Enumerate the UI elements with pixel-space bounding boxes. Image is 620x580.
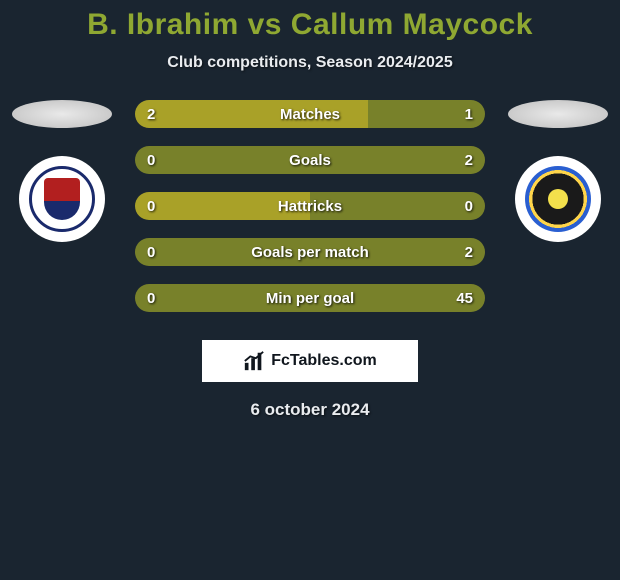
stat-right-value: 0 xyxy=(465,198,473,215)
club-badge-right-ball-icon xyxy=(548,189,568,209)
date: 6 october 2024 xyxy=(0,400,620,420)
stat-right-value: 2 xyxy=(465,244,473,261)
club-badge-left xyxy=(19,156,105,242)
club-badge-right xyxy=(515,156,601,242)
infographic-root: B. Ibrahim vs Callum Maycock Club compet… xyxy=(0,0,620,420)
stat-row: 0Hattricks0 xyxy=(135,192,485,220)
player-right-column xyxy=(503,100,613,242)
stat-right-value: 45 xyxy=(456,290,473,307)
watermark: FcTables.com xyxy=(202,340,418,382)
stat-label: Matches xyxy=(135,106,485,123)
stat-row: 0Goals2 xyxy=(135,146,485,174)
player-right-avatar-placeholder xyxy=(508,100,608,128)
stat-label: Min per goal xyxy=(135,290,485,307)
bar-chart-icon xyxy=(243,350,265,372)
club-badge-left-inner xyxy=(29,166,95,232)
watermark-text: FcTables.com xyxy=(271,352,377,370)
stat-row: 2Matches1 xyxy=(135,100,485,128)
stat-label: Goals xyxy=(135,152,485,169)
stat-label: Hattricks xyxy=(135,198,485,215)
stat-right-value: 2 xyxy=(465,152,473,169)
subtitle: Club competitions, Season 2024/2025 xyxy=(0,54,620,72)
player-left-column xyxy=(7,100,117,242)
stat-label: Goals per match xyxy=(135,244,485,261)
player-left-avatar-placeholder xyxy=(12,100,112,128)
page-title: B. Ibrahim vs Callum Maycock xyxy=(0,8,620,42)
club-badge-left-shield-icon xyxy=(44,178,80,220)
stat-bars: 2Matches10Goals20Hattricks00Goals per ma… xyxy=(135,100,485,312)
stat-row: 0Min per goal45 xyxy=(135,284,485,312)
comparison-content: 2Matches10Goals20Hattricks00Goals per ma… xyxy=(0,100,620,312)
stat-row: 0Goals per match2 xyxy=(135,238,485,266)
club-badge-right-inner xyxy=(525,166,591,232)
stat-right-value: 1 xyxy=(465,106,473,123)
